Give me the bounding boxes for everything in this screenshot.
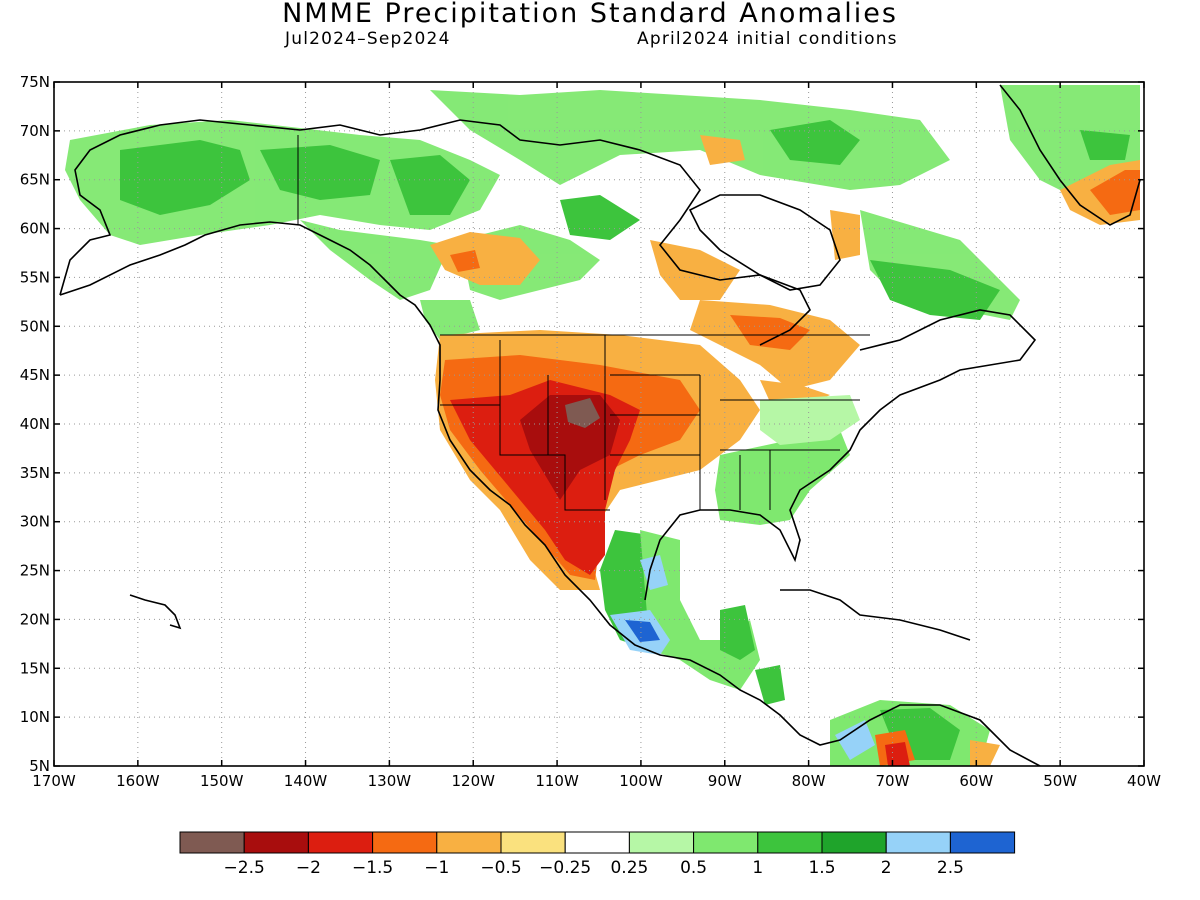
colorbar-swatch	[307, 831, 374, 854]
colorbar-swatch	[628, 831, 695, 854]
colorbar-swatch	[949, 831, 1016, 854]
lon-tick-label: 60W	[959, 772, 993, 790]
graticule	[54, 82, 1144, 766]
colorbar: −2.5 −2 −1.5 −1 −0.5 −0.25 0.25 0.5 1 1.5 2 2.5	[179, 831, 1016, 878]
colorbar-swatch	[436, 831, 502, 854]
lat-tick-label: 45N	[20, 366, 50, 384]
colorbar-label: 0.5	[680, 858, 707, 878]
colorbar-swatch	[564, 831, 630, 854]
lat-tick-label: 5N	[29, 757, 50, 775]
lat-tick-label: 25N	[20, 562, 50, 580]
lon-tick-label: 110W	[535, 772, 579, 790]
colorbar-swatch	[500, 831, 566, 854]
south-america-region	[830, 700, 1000, 766]
lat-tick-label: 65N	[20, 171, 50, 189]
colorbar-label: 0.25	[610, 858, 648, 878]
coastlines	[59, 84, 1141, 766]
anomaly-field	[65, 85, 1140, 766]
lat-tick-label: 15N	[20, 659, 50, 677]
map-title: NMME Precipitation Standard Anomalies	[282, 0, 898, 29]
colorbar-swatch	[821, 831, 887, 854]
lon-tick-label: 50W	[1043, 772, 1077, 790]
colorbar-swatch	[885, 831, 951, 854]
colorbar-swatch	[372, 831, 438, 854]
lat-tick-label: 50N	[20, 317, 50, 335]
lat-tick-label: 70N	[20, 122, 50, 140]
colorbar-label: −1	[424, 858, 449, 878]
colorbar-label: 1	[752, 858, 763, 878]
lon-tick-label: 100W	[619, 772, 663, 790]
lon-tick-label: 130W	[368, 772, 412, 790]
initial-conditions: April2024 initial conditions	[637, 29, 898, 49]
colorbar-label: −2	[296, 858, 321, 878]
colorbar-label: 2.5	[937, 858, 964, 878]
state-borders	[297, 135, 870, 511]
colorbar-label: −0.5	[480, 858, 521, 878]
colorbar-label: 2	[881, 858, 892, 878]
lat-tick-label: 40N	[20, 415, 50, 433]
lat-tick-label: 55N	[20, 268, 50, 286]
lon-tick-label: 70W	[876, 772, 910, 790]
lat-tick-label: 75N	[20, 73, 50, 91]
lat-tick-label: 20N	[20, 610, 50, 628]
lon-tick-label: 160W	[116, 772, 160, 790]
lon-tick-label: 170W	[32, 772, 76, 790]
lon-tick-label: 80W	[792, 772, 826, 790]
lat-tick-label: 60N	[20, 220, 50, 238]
lat-tick-label: 10N	[20, 708, 50, 726]
colorbar-label: −2.5	[224, 858, 265, 878]
lat-tick-label: 35N	[20, 464, 50, 482]
canada-dry-core	[450, 170, 1140, 350]
lon-tick-label: 140W	[284, 772, 328, 790]
colorbar-swatch	[243, 831, 309, 854]
lon-tick-label: 120W	[451, 772, 495, 790]
lat-tick-label: 30N	[20, 513, 50, 531]
lon-tick-label: 90W	[708, 772, 742, 790]
colorbar-swatch	[693, 831, 759, 854]
colorbar-label: 1.5	[808, 858, 835, 878]
colorbar-swatch	[179, 831, 245, 854]
lon-tick-label: 150W	[200, 772, 244, 790]
lon-tick-label: 40W	[1127, 772, 1161, 790]
forecast-period: Jul2024–Sep2024	[285, 29, 451, 49]
us-dry-region	[435, 330, 830, 590]
colorbar-label: −0.25	[539, 858, 591, 878]
northern-strong-wet-patches	[120, 120, 1130, 320]
colorbar-swatch	[757, 831, 823, 854]
axis-ticks: 170W 160W 150W 140W 130W 120W 110W 100W 90W 80W 70…	[20, 73, 1161, 790]
colorbar-label: −1.5	[352, 858, 393, 878]
